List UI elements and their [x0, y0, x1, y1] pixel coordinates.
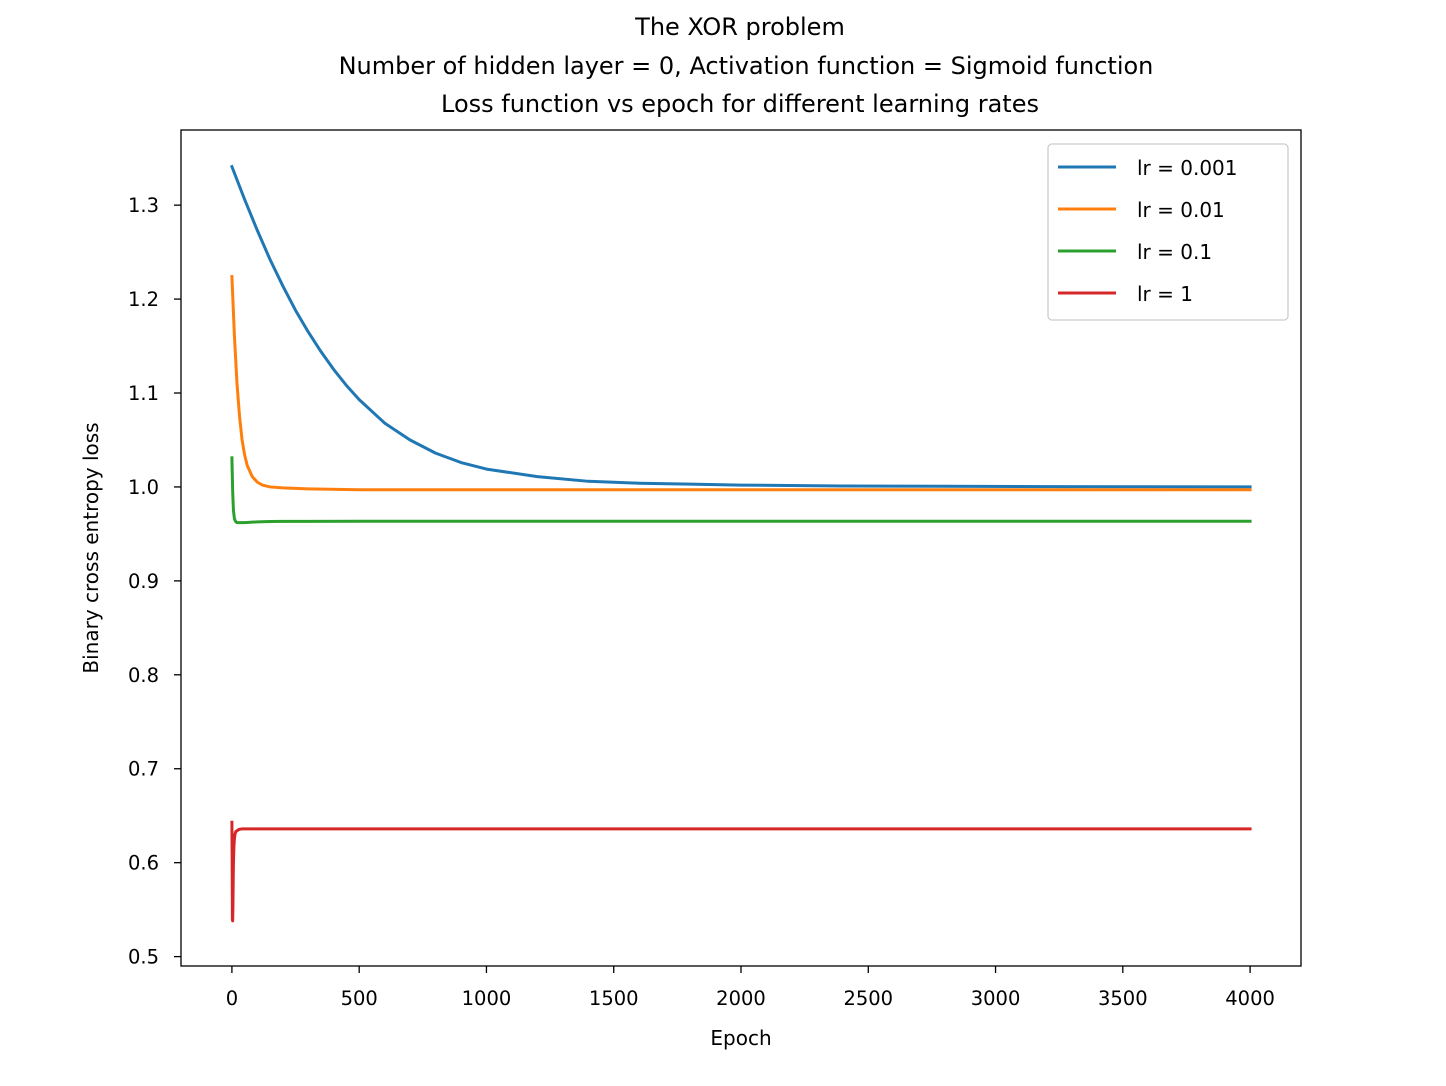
x-tick-label: 4000 [1225, 987, 1275, 1010]
y-axis-label: Binary cross entropy loss [79, 422, 103, 673]
x-axis-label: Epoch [710, 1026, 771, 1050]
y-tick-label: 0.8 [128, 664, 159, 687]
series-line-3 [230, 820, 1252, 923]
y-tick-label: 1.2 [128, 288, 159, 311]
legend-label: lr = 0.1 [1137, 240, 1212, 264]
y-tick-label: 1.1 [128, 382, 159, 405]
series-line-2 [230, 456, 1252, 525]
series-group [229, 164, 1252, 923]
x-tick-label: 1500 [589, 987, 639, 1010]
series-line-0 [229, 164, 1252, 489]
chart-subtitle: Number of hidden layer = 0, Activation f… [339, 52, 1154, 80]
legend-box [1047, 143, 1289, 321]
y-tick-label: 0.7 [128, 758, 159, 781]
x-axis: 0 500 1000 1500 2000 2500 3000 3500 4000 [226, 966, 1275, 1010]
legend-label: lr = 0.001 [1137, 156, 1238, 180]
legend-label: lr = 1 [1137, 282, 1193, 306]
y-tick-label: 0.6 [128, 852, 159, 875]
legend: lr = 0.001 lr = 0.01 lr = 0.1 lr = 1 [1047, 143, 1289, 321]
y-tick-label: 0.5 [128, 946, 159, 969]
x-tick-label: 1000 [462, 987, 512, 1010]
y-axis: 0.5 0.6 0.7 0.8 0.9 1.0 1.1 1.2 1.3 [128, 194, 181, 969]
y-tick-label: 1.0 [128, 476, 159, 499]
y-tick-label: 0.9 [128, 570, 159, 593]
x-tick-label: 500 [341, 987, 378, 1010]
x-tick-label: 3500 [1098, 987, 1148, 1010]
x-tick-label: 0 [226, 987, 238, 1010]
chart-title: The XOR problem [634, 13, 845, 41]
x-tick-label: 2000 [716, 987, 766, 1010]
x-tick-label: 3000 [971, 987, 1021, 1010]
series-line-1 [230, 274, 1252, 492]
y-tick-label: 1.3 [128, 194, 159, 217]
x-tick-label: 2500 [843, 987, 893, 1010]
legend-label: lr = 0.01 [1137, 198, 1225, 222]
chart-subtitle-2: Loss function vs epoch for different lea… [441, 90, 1039, 118]
